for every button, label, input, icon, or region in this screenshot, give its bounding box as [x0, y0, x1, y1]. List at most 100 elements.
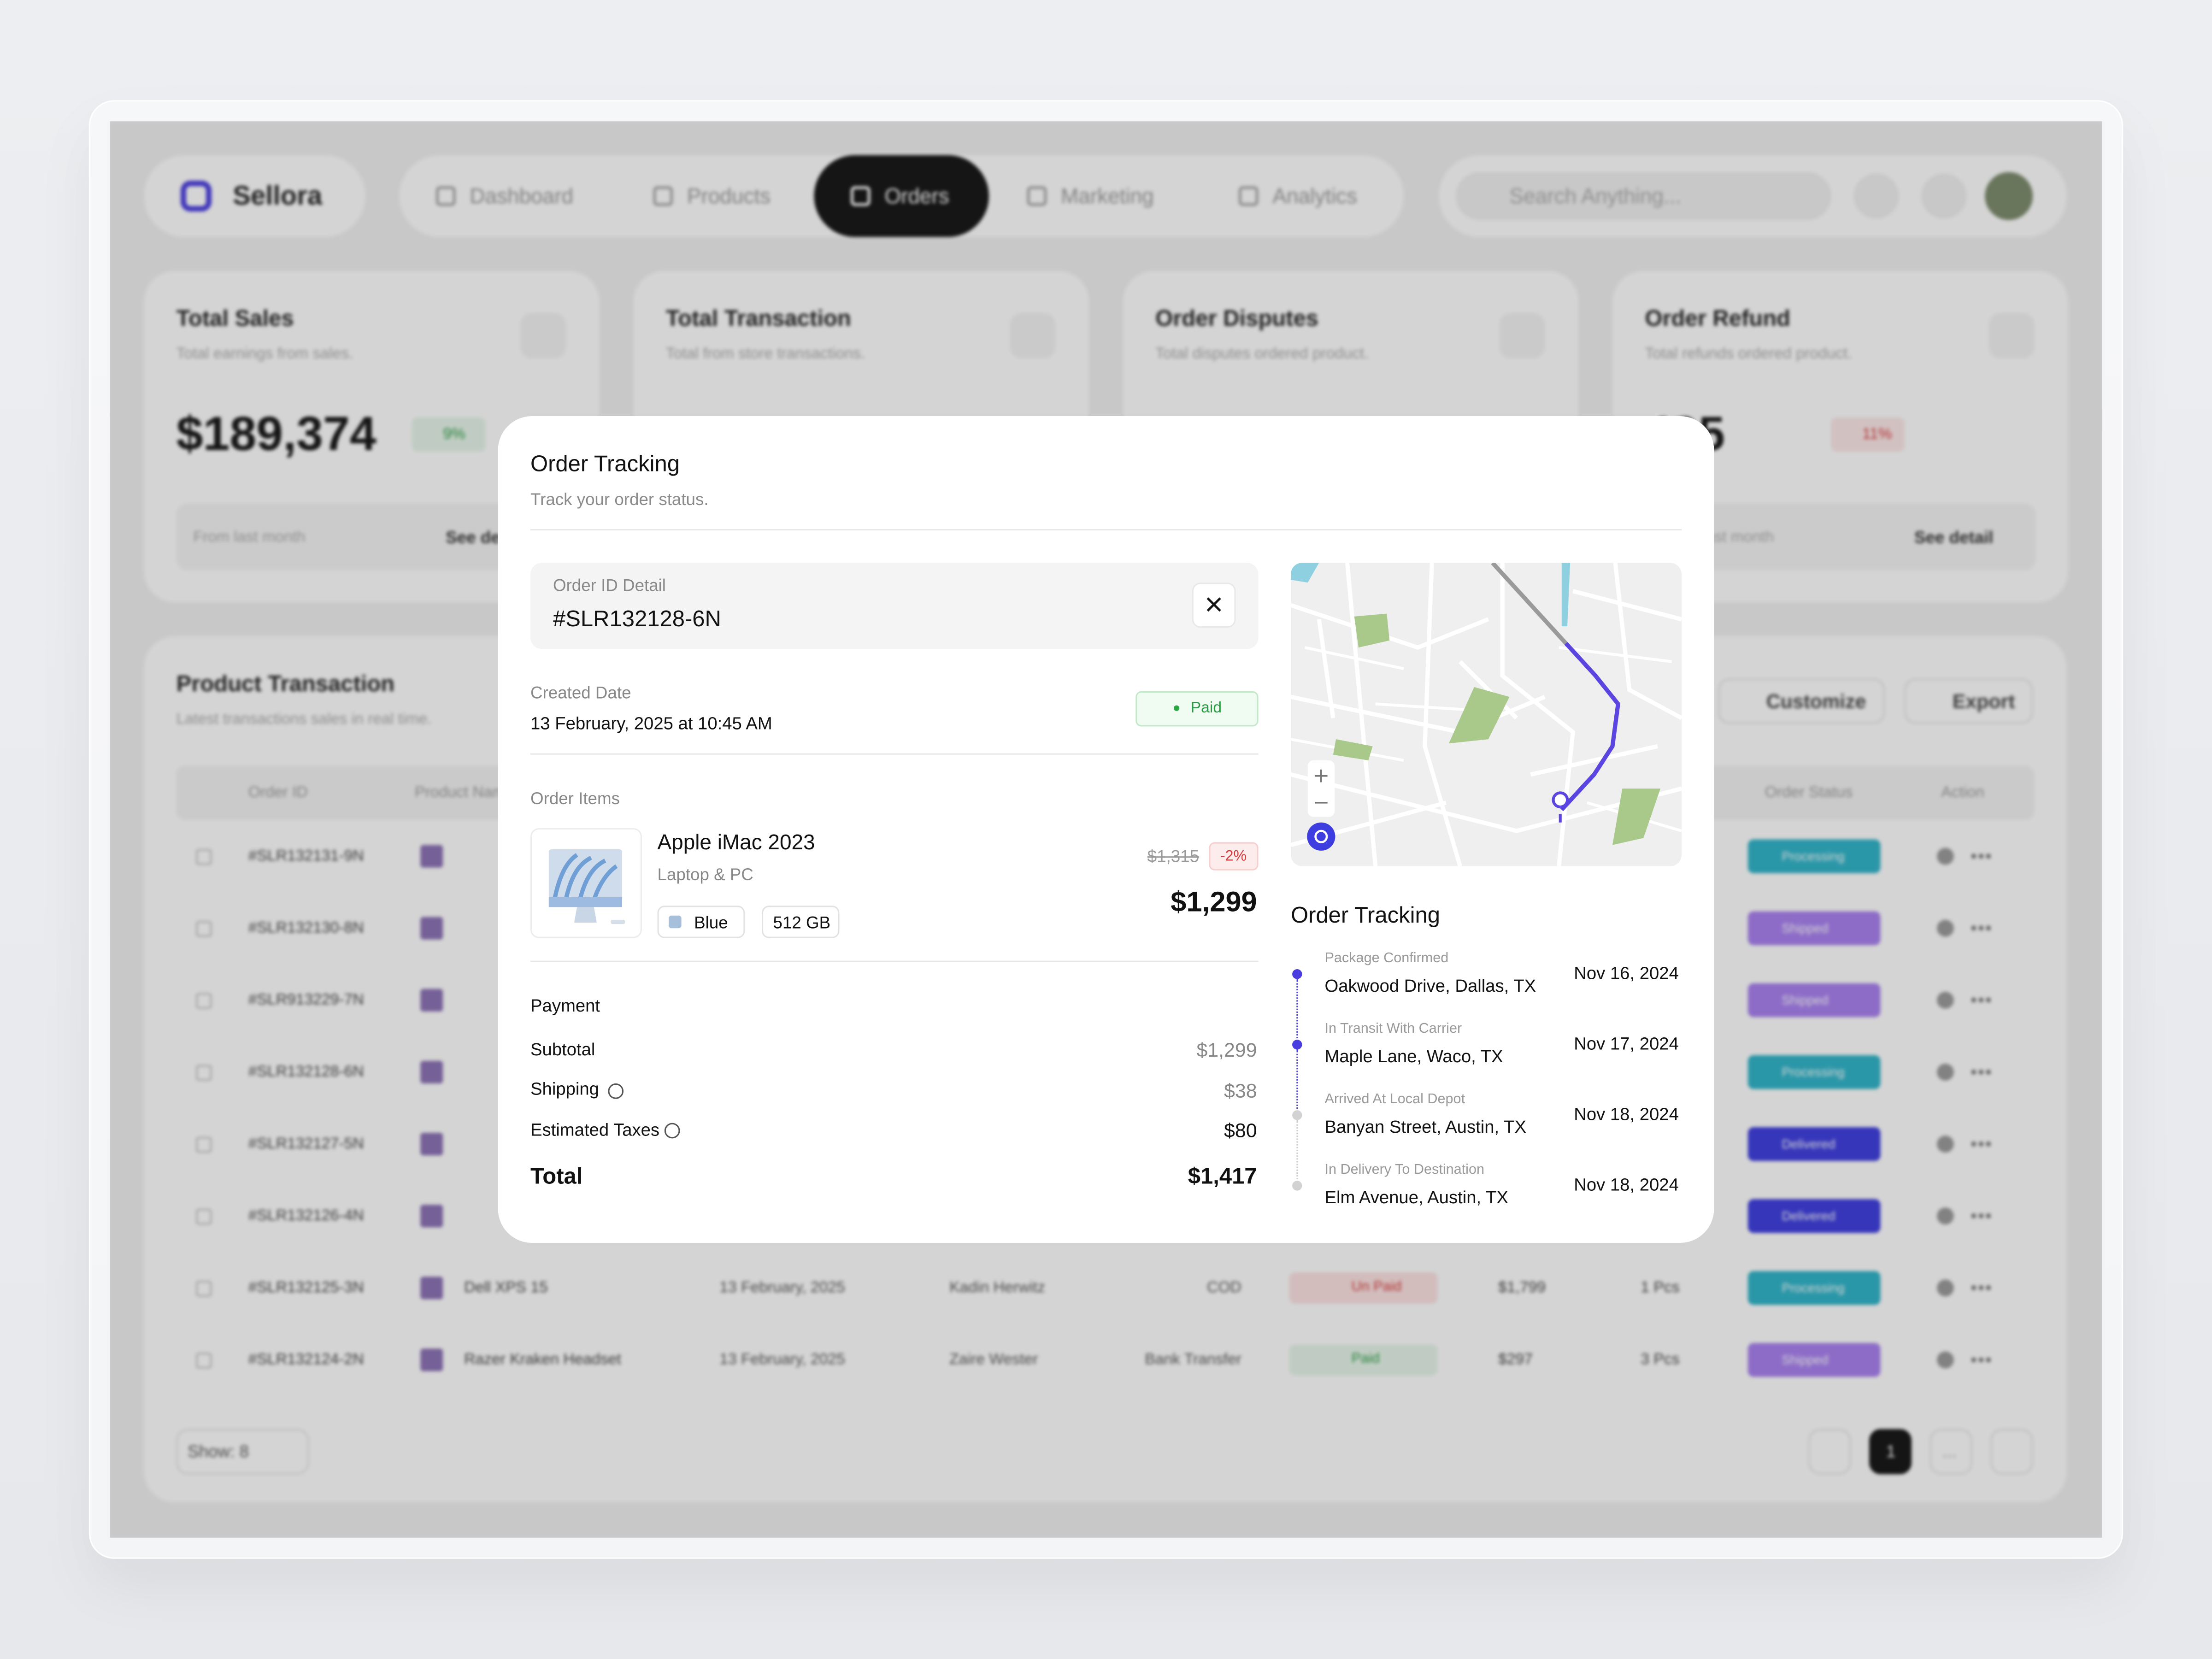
item-category: Laptop & PC: [657, 865, 753, 885]
card-footer-text: From last month: [193, 528, 306, 546]
product-thumb: [420, 1348, 443, 1371]
row-checkbox: [196, 1065, 212, 1081]
brand-name: Sellora: [233, 181, 323, 211]
action-icon: [1937, 1207, 1954, 1225]
row-checkbox: [196, 849, 212, 865]
table-subtitle: Latest transactions sales in real time.: [176, 710, 432, 728]
order-id: #SLR913229-7N: [248, 991, 364, 1008]
action-menu: •••: [1971, 918, 1993, 938]
row-checkbox: [196, 1209, 212, 1225]
status-badge: [1747, 1127, 1881, 1161]
status-dot: [1173, 705, 1180, 711]
help-button: [1853, 173, 1899, 219]
change-badge: [412, 418, 486, 452]
step-place: Maple Lane, Waco, TX: [1324, 1047, 1503, 1067]
timeline-line: [1296, 1049, 1298, 1109]
order-status: Shipped: [1782, 920, 1829, 935]
order-id: #SLR132131-9N: [248, 847, 364, 864]
payment-status: Paid: [1351, 1351, 1380, 1367]
search-field: [1456, 172, 1831, 220]
nav-item: Marketing: [1061, 184, 1154, 208]
order-status: Delivered: [1782, 1136, 1835, 1151]
nav-item: Products: [687, 184, 771, 208]
payment-value: $1,299: [1196, 1038, 1257, 1061]
step-date: Nov 17, 2024: [1574, 1034, 1679, 1054]
show-select: [176, 1429, 309, 1474]
step-status: Package Confirmed: [1324, 951, 1449, 966]
order-status: Processing: [1782, 1064, 1845, 1079]
modal-title: Order Tracking: [530, 453, 680, 477]
order-date: 13 February, 2025: [719, 1279, 845, 1296]
card-value: $189,374: [176, 407, 377, 462]
action-icon: [1937, 1351, 1954, 1369]
order-status: Shipped: [1782, 1352, 1829, 1366]
created-label: Created Date: [530, 682, 631, 703]
order-status: Processing: [1782, 1280, 1845, 1294]
action-menu: •••: [1971, 846, 1993, 866]
status-badge: [1747, 911, 1881, 946]
order-id-label: Order ID Detail: [553, 575, 666, 595]
discount-badge: [1209, 842, 1259, 871]
map-svg: [1291, 563, 1682, 866]
item-price: $1,299: [1171, 887, 1257, 918]
payment-method: Bank Transfer: [1145, 1351, 1241, 1368]
order-status: Shipped: [1782, 992, 1829, 1007]
order-id: #SLR132127-5N: [248, 1135, 364, 1152]
close-button[interactable]: [1192, 582, 1236, 628]
order-status: Delivered: [1782, 1208, 1835, 1223]
card-menu: [1989, 313, 2035, 359]
table-title: Product Transaction: [176, 673, 395, 697]
product-thumb: [420, 1205, 443, 1228]
price: $1,799: [1498, 1279, 1546, 1296]
row-checkbox: [196, 993, 212, 1009]
step-date: Nov 16, 2024: [1574, 963, 1679, 983]
step-date: Nov 18, 2024: [1574, 1175, 1679, 1195]
nav-icon: [1238, 186, 1259, 206]
column-header: Product Name: [415, 783, 514, 801]
action-icon: [1937, 847, 1954, 865]
card-link: See detail: [1914, 527, 1994, 547]
card-title: Order Refund: [1645, 307, 1791, 332]
status-badge: [1747, 983, 1881, 1018]
price: $297: [1498, 1351, 1533, 1368]
info-icon: [664, 1123, 680, 1139]
order-id: #SLR132128-6N: [248, 1063, 364, 1080]
card-subtitle: Total earnings from sales.: [176, 345, 353, 362]
product-name: Razer Kraken Headset: [464, 1351, 621, 1368]
order-date: 13 February, 2025: [719, 1351, 845, 1368]
payment-method: COD: [1207, 1279, 1241, 1296]
table-button-label: Export: [1952, 689, 2015, 712]
item-name: Apple iMac 2023: [657, 831, 815, 855]
item-color: Blue: [694, 912, 728, 933]
step-place: Elm Avenue, Austin, TX: [1324, 1188, 1508, 1208]
nav-item: Orders: [884, 184, 949, 208]
product-thumb: [420, 917, 443, 940]
page-active: [1869, 1429, 1912, 1474]
product-thumb: [420, 845, 443, 868]
divider: [530, 960, 1259, 962]
step-place: Oakwood Drive, Dallas, TX: [1324, 976, 1536, 996]
map: [1291, 563, 1682, 866]
table-button: [1904, 678, 2033, 724]
page-ellipsis-box: [1930, 1429, 1972, 1474]
card-menu: [520, 313, 566, 359]
items-label: Order Items: [530, 788, 620, 809]
quantity: 1 Pcs: [1641, 1279, 1680, 1296]
table-button: [1718, 678, 1885, 724]
status-badge: [1747, 1055, 1881, 1089]
nav-active: [814, 155, 989, 237]
product-thumb: [420, 1277, 443, 1300]
action-icon: [1937, 1279, 1954, 1297]
customer: Kadin Herwitz: [949, 1279, 1045, 1296]
created-date: 13 February, 2025 at 10:45 AM: [530, 713, 772, 734]
status-badge: [1747, 1271, 1881, 1305]
action-icon: [1937, 992, 1954, 1009]
payment-label: Shipping: [530, 1079, 599, 1099]
show-count: Show: 8: [188, 1441, 249, 1462]
timeline-line: [1296, 979, 1298, 1039]
search-placeholder: Search Anything...: [1509, 184, 1682, 208]
column-header: Order Status: [1765, 783, 1853, 801]
discount: -2%: [1220, 847, 1247, 865]
row-checkbox: [196, 1353, 212, 1369]
